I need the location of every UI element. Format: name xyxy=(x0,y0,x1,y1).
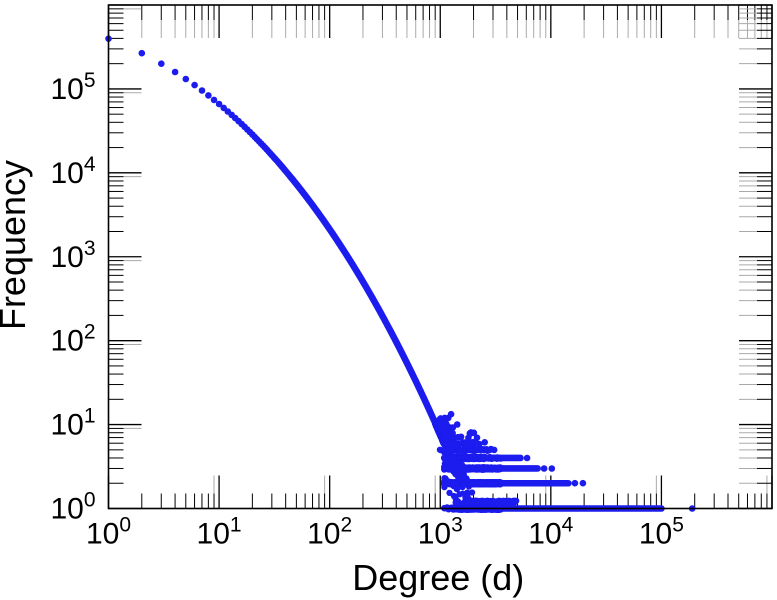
svg-text:Degree (d): Degree (d) xyxy=(352,557,524,598)
svg-text:Frequency: Frequency xyxy=(0,160,33,330)
